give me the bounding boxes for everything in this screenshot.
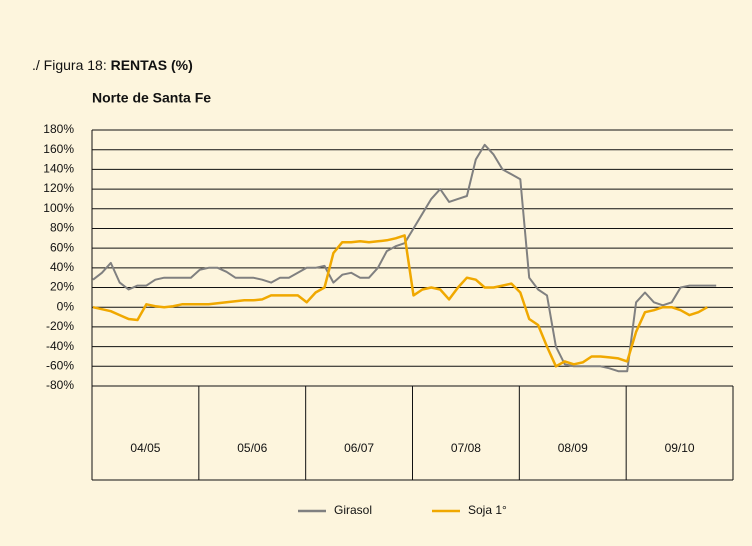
y-tick-label: 80% — [50, 221, 74, 235]
y-tick-label: 60% — [50, 240, 74, 254]
chart-subtitle: Norte de Santa Fe — [92, 90, 211, 106]
y-tick-label: 160% — [43, 142, 74, 156]
y-tick-label: -20% — [46, 319, 74, 333]
x-group-label: 08/09 — [558, 441, 588, 455]
y-tick-label: -80% — [46, 378, 74, 392]
series-line — [92, 143, 717, 373]
y-tick-label: 120% — [43, 181, 74, 195]
y-tick-label: -40% — [46, 339, 74, 353]
series-line — [92, 234, 708, 368]
y-tick-label: 40% — [50, 260, 74, 274]
y-tick-label: 0% — [57, 299, 75, 313]
x-group-label: 04/05 — [130, 441, 160, 455]
x-group-label: 06/07 — [344, 441, 374, 455]
y-tick-label: 140% — [43, 162, 74, 176]
x-group-label: 07/08 — [451, 441, 481, 455]
y-tick-label: 180% — [43, 122, 74, 136]
legend-label: Girasol — [334, 503, 372, 517]
figure-label: ./ Figura 18: RENTAS (%) — [32, 57, 193, 73]
x-group-label: 09/10 — [665, 441, 695, 455]
x-group-label: 05/06 — [237, 441, 267, 455]
legend-label: Soja 1° — [468, 503, 507, 517]
y-tick-label: 100% — [43, 201, 74, 215]
y-tick-label: 20% — [50, 280, 74, 294]
chart-title: RENTAS (%) — [111, 57, 193, 73]
figure-prefix: ./ Figura 18: — [32, 57, 107, 73]
y-tick-label: -60% — [46, 358, 74, 372]
